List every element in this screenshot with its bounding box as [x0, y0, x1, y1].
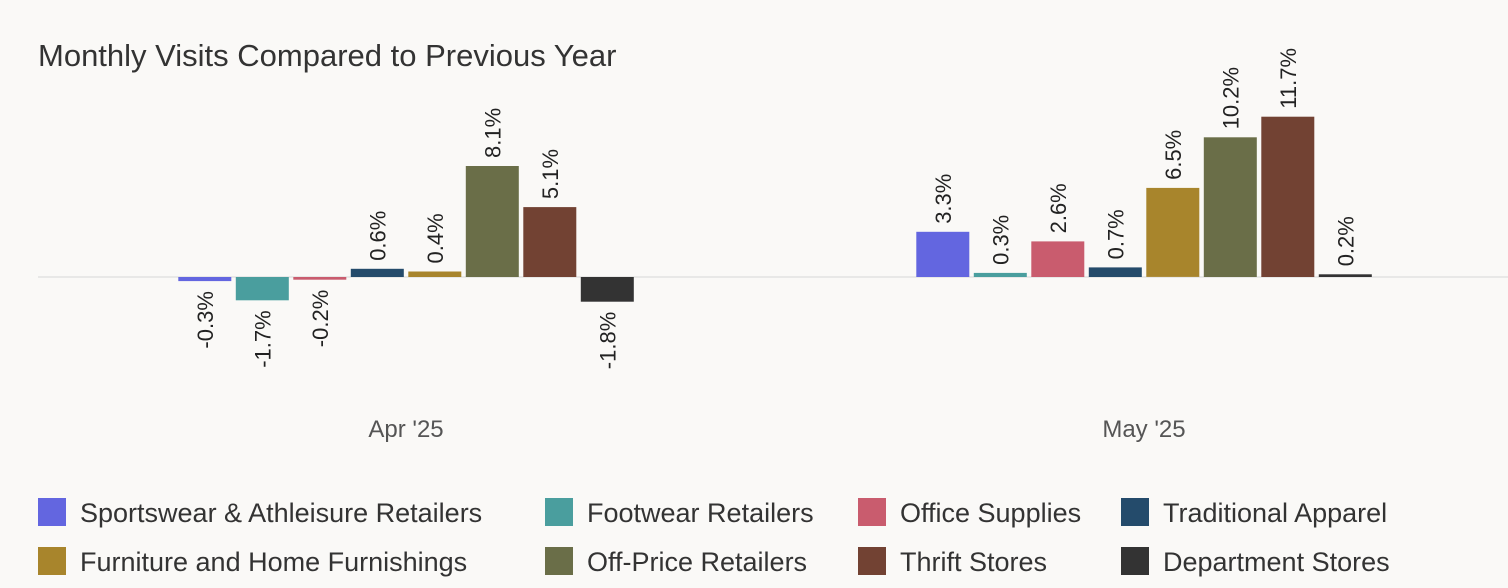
- bar: [1318, 274, 1372, 277]
- bar: [1146, 187, 1200, 277]
- bar: [580, 277, 634, 302]
- data-label: 11.7%: [1276, 48, 1301, 109]
- legend-label: Off-Price Retailers: [587, 547, 807, 577]
- data-label: 0.2%: [1333, 216, 1358, 266]
- legend-item: Thrift Stores: [858, 547, 1047, 577]
- legend-swatch: [38, 547, 66, 575]
- legend-item: Traditional Apparel: [1121, 498, 1387, 528]
- legend-swatch: [545, 547, 573, 575]
- legend-item: Footwear Retailers: [545, 498, 814, 528]
- bar: [1203, 137, 1257, 277]
- data-label: 6.5%: [1161, 130, 1186, 180]
- legend-item: Office Supplies: [858, 498, 1081, 528]
- bar: [235, 277, 289, 301]
- legend-label: Thrift Stores: [900, 547, 1047, 577]
- legend-item: Off-Price Retailers: [545, 547, 807, 577]
- data-label: -1.8%: [595, 312, 620, 369]
- legend-label: Department Stores: [1163, 547, 1390, 577]
- legend-item: Furniture and Home Furnishings: [38, 547, 467, 577]
- data-label: 2.6%: [1046, 183, 1071, 233]
- bar: [523, 207, 577, 277]
- legend-swatch: [38, 498, 66, 526]
- legend-swatch: [545, 498, 573, 526]
- bar: [1088, 267, 1142, 277]
- data-label: 0.6%: [365, 211, 390, 261]
- bar: [973, 272, 1027, 277]
- category-label: Apr '25: [368, 416, 443, 443]
- data-label: 0.4%: [423, 213, 448, 263]
- data-label: 5.1%: [538, 149, 563, 199]
- data-label: -0.3%: [193, 291, 218, 348]
- bar: [408, 271, 462, 277]
- legend-swatch: [858, 547, 886, 575]
- legend-label: Office Supplies: [900, 498, 1081, 528]
- chart-title: Monthly Visits Compared to Previous Year: [38, 38, 616, 73]
- bar: [178, 277, 232, 282]
- data-label: 0.7%: [1103, 209, 1128, 259]
- plot-area: -0.3% -1.7% -0.2% 0.6% 0.4% 8.1% 5.1% -1.8% Apr …: [38, 48, 1508, 443]
- data-label: -1.7%: [250, 310, 275, 367]
- data-label: 3.3%: [931, 174, 956, 224]
- bar: [350, 268, 404, 277]
- data-label: -0.2%: [308, 290, 333, 347]
- legend-swatch: [858, 498, 886, 526]
- legend-label: Sportswear & Athleisure Retailers: [80, 498, 482, 528]
- legend-label: Furniture and Home Furnishings: [80, 547, 467, 577]
- category-label: May '25: [1102, 416, 1185, 443]
- bar: [293, 277, 347, 280]
- legend-item: Sportswear & Athleisure Retailers: [38, 498, 482, 528]
- data-label: 0.3%: [988, 215, 1013, 265]
- legend: Sportswear & Athleisure Retailers Footwea…: [38, 498, 1390, 577]
- bar: [1031, 241, 1085, 277]
- legend-swatch: [1121, 547, 1149, 575]
- bar: [1261, 116, 1315, 277]
- legend-swatch: [1121, 498, 1149, 526]
- data-label: 10.2%: [1218, 67, 1243, 129]
- data-label: 8.1%: [480, 108, 505, 158]
- legend-label: Traditional Apparel: [1163, 498, 1387, 528]
- bar: [916, 231, 970, 277]
- legend-label: Footwear Retailers: [587, 498, 814, 528]
- legend-item: Department Stores: [1121, 547, 1390, 577]
- bar: [465, 166, 519, 277]
